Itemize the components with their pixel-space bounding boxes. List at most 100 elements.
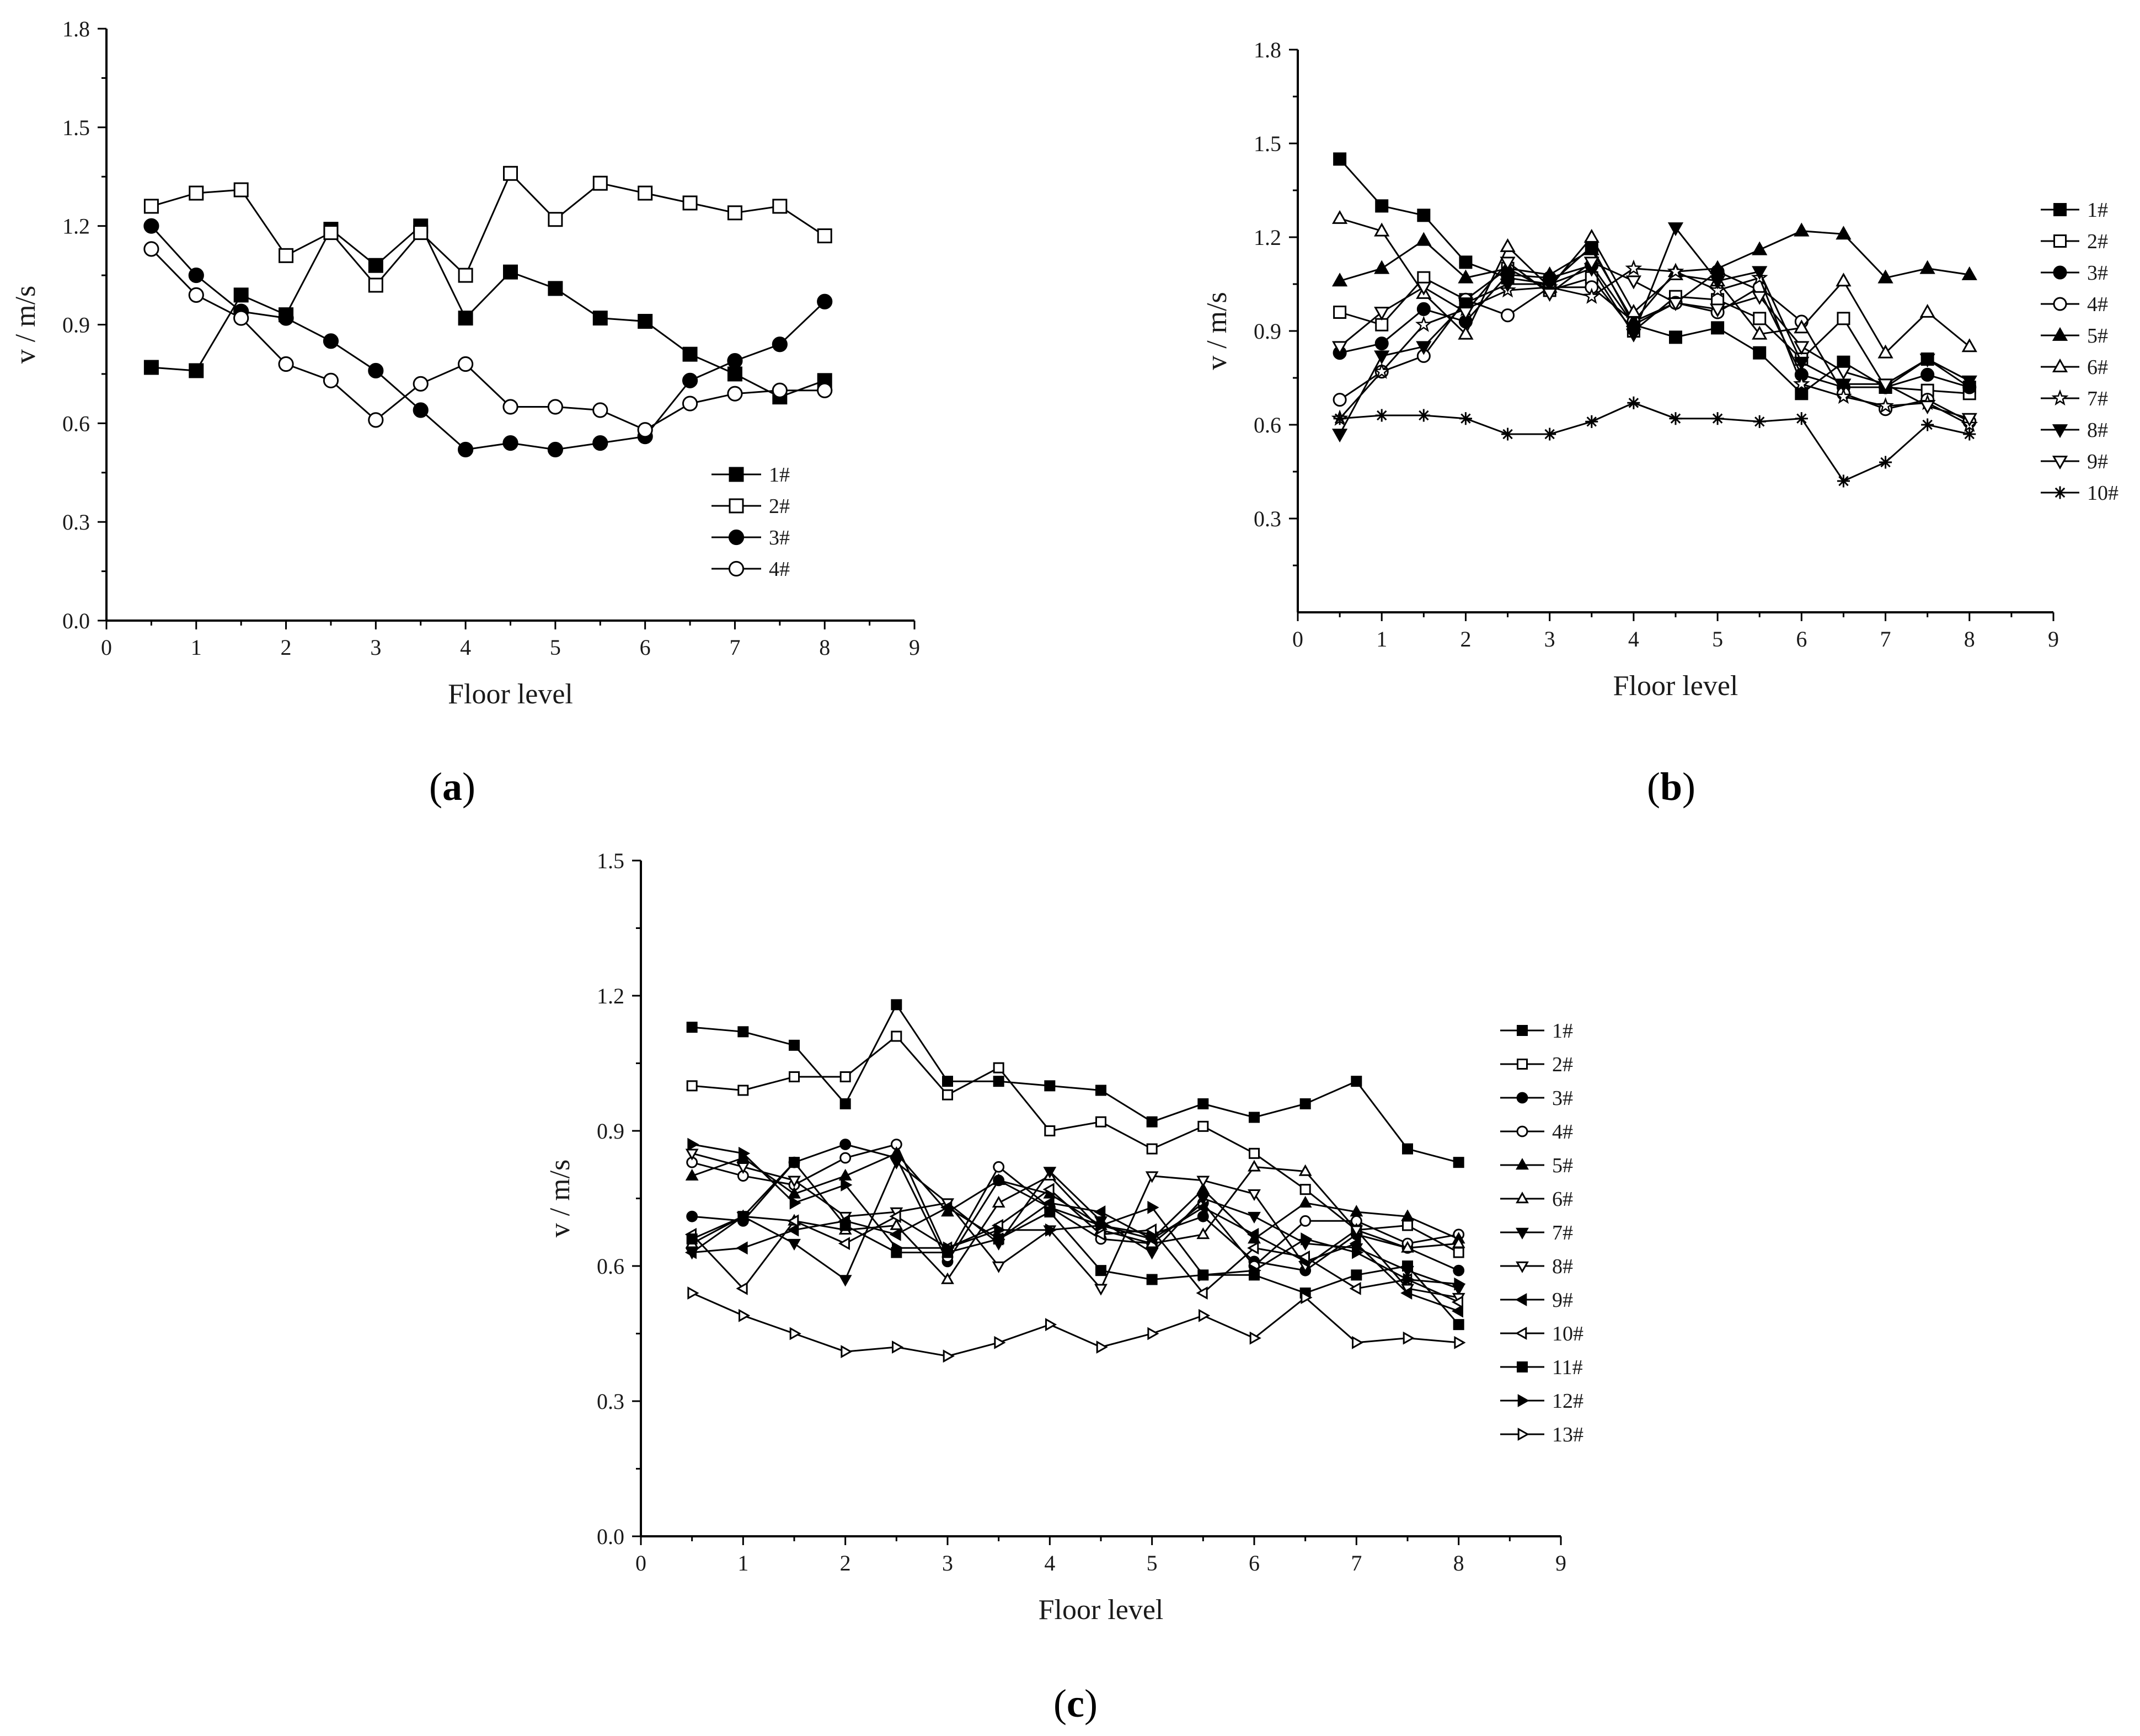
- panel-b-data-point: [1625, 259, 1643, 276]
- panel-c-data-point: [1045, 1223, 1057, 1237]
- panel-a-data-point: [592, 175, 608, 191]
- panel-c-y-tick-label: 1.5: [597, 848, 624, 873]
- panel-a-data-point: [772, 382, 788, 398]
- panel-c-data-point: [838, 1168, 852, 1181]
- panel-c-data-point: [1453, 1157, 1464, 1168]
- panel-b-data-point: [1542, 279, 1558, 293]
- panel-b-y-tick-label: 0.9: [1254, 319, 1281, 344]
- panel-b-data-point: [1458, 269, 1474, 284]
- panel-b-legend-marker: [2052, 456, 2068, 470]
- panel-b-x-tick-label: 2: [1460, 627, 1471, 651]
- panel-a-legend-marker: [728, 560, 745, 577]
- panel-c-x-tick-label: 4: [1044, 1551, 1055, 1575]
- panel-a-data-point: [817, 228, 832, 244]
- panel-a-y-tick-label: 1.5: [62, 115, 90, 140]
- panel-a-data-point: [233, 310, 249, 326]
- panel-b-legend-marker: [2053, 297, 2067, 311]
- panel-b-data-point: [1374, 260, 1390, 274]
- panel-a-data-point: [548, 281, 563, 296]
- panel-c-data-point: [789, 1196, 801, 1210]
- panel-a-data-point: [188, 267, 204, 284]
- panel-c-data-point: [1146, 1116, 1158, 1128]
- panel-c-data-point: [1045, 1318, 1057, 1332]
- panel-c-data-point: [737, 1085, 749, 1096]
- panel-c-data-point: [1094, 1284, 1108, 1296]
- panel-a-data-point: [189, 363, 204, 378]
- panel-b-series-line: [1339, 230, 1970, 323]
- panel-c-data-point: [1349, 1237, 1361, 1251]
- panel-b-series-line: [1339, 226, 1970, 435]
- panel-a-legend-marker: [728, 529, 745, 546]
- panel-a-x-tick-label: 1: [191, 635, 202, 660]
- panel-c-data-point: [788, 1187, 801, 1199]
- panel-c-legend-label: 11#: [1552, 1356, 1583, 1379]
- panel-b-legend: 1# 2# 3# 4# 5# 6# 7# 8# 9# 10#: [2041, 199, 2118, 505]
- panel-c-data-point: [1350, 1225, 1363, 1237]
- panel-a-data-point: [772, 336, 788, 352]
- panel-b-legend-marker: [2052, 358, 2068, 372]
- panel-c-data-point: [839, 1098, 851, 1109]
- panel-b-data-point: [1375, 318, 1389, 332]
- panel-c-legend-label: 13#: [1552, 1423, 1583, 1446]
- panel-b-y-axis-title: v / m/s: [1201, 292, 1233, 370]
- panel-c-series-line: [692, 1035, 1459, 1253]
- panel-c-data-point: [890, 1218, 903, 1230]
- panel-a-data-point: [143, 199, 159, 214]
- panel-c-data-point: [1096, 1340, 1108, 1354]
- panel-a-data-point: [323, 333, 339, 349]
- panel-b-data-point: [1331, 429, 1348, 443]
- panel-b-x-tick-label: 8: [1964, 627, 1975, 651]
- panel-c-series-5: [685, 1146, 1465, 1244]
- panel-a-data-point: [727, 366, 742, 382]
- panel-a-data-point: [368, 412, 384, 428]
- panel-b-data-point: [1711, 321, 1725, 335]
- panel-c-data-point: [736, 1281, 748, 1295]
- panel-c-data-point: [993, 1233, 1004, 1244]
- panel-a-legend-label: 2#: [769, 495, 790, 518]
- panel-c-data-point: [1402, 1143, 1413, 1155]
- panel-c-legend-marker: [1516, 1125, 1528, 1137]
- panel-c-data-point: [1147, 1327, 1159, 1340]
- panel-c-data-point: [1146, 1143, 1158, 1155]
- panel-b-data-point: [1415, 316, 1432, 332]
- panel-c-data-point: [1400, 1286, 1413, 1300]
- panel-a-data-point: [233, 182, 249, 197]
- panel-c-legend-marker: [1515, 1327, 1527, 1340]
- panel-b-data-point: [1669, 412, 1682, 425]
- panel-c-data-point: [1094, 1227, 1106, 1241]
- panel-a-data-point: [638, 185, 653, 201]
- panel-c-data-point: [1401, 1209, 1414, 1221]
- panel-b-data-point: [1794, 319, 1810, 334]
- panel-b-data-point: [1877, 269, 1893, 284]
- panel-c-data-point: [1042, 1196, 1055, 1210]
- panel-c-x-tick-label: 0: [635, 1551, 646, 1575]
- panel-b-legend-label: 4#: [2087, 293, 2108, 316]
- panel-c-data-point: [891, 999, 902, 1011]
- panel-a-legend-marker: [729, 467, 744, 482]
- panel-b-data-point: [1542, 288, 1558, 302]
- panel-a-data-point: [817, 293, 833, 309]
- panel-a-series-2: [143, 165, 832, 293]
- panel-c-data-point: [1453, 1247, 1464, 1258]
- panel-b-data-point: [1753, 346, 1767, 360]
- panel-a-data-point: [458, 311, 473, 326]
- panel-c-data-point: [1096, 1219, 1108, 1232]
- panel-c-data-point: [1044, 1080, 1056, 1092]
- panel-a-data-point: [279, 248, 294, 263]
- panel-a-x-tick-label: 6: [640, 635, 651, 660]
- panel-c-data-point: [1044, 1206, 1056, 1217]
- panel-a-y-axis-title: v / m/s: [10, 286, 41, 364]
- panel-a-x-tick-label: 3: [370, 635, 381, 660]
- panel-b-data-point: [1583, 241, 1599, 255]
- panel-c-data-point: [943, 1241, 955, 1255]
- panel-b-legend-marker: [2052, 327, 2068, 341]
- panel-a-data-point: [413, 402, 429, 418]
- panel-c-data-point: [685, 1168, 699, 1181]
- panel-c-data-point: [1350, 1205, 1363, 1217]
- panel-a-legend-label: 1#: [769, 463, 790, 487]
- panel-b-data-point: [1961, 413, 1977, 427]
- panel-b-legend-label: 1#: [2087, 199, 2108, 222]
- panel-a-data-point: [727, 386, 743, 402]
- panel-c-data-point: [787, 1214, 799, 1228]
- panel-a-data-point: [682, 346, 698, 362]
